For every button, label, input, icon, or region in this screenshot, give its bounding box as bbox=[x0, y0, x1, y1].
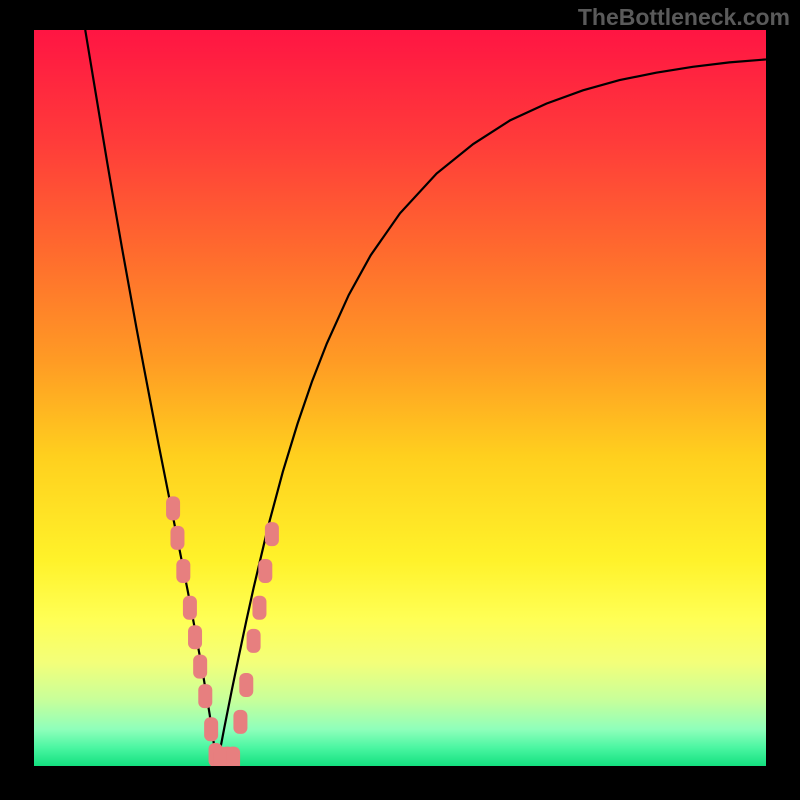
data-marker bbox=[183, 596, 197, 620]
data-marker bbox=[198, 684, 212, 708]
data-marker bbox=[233, 710, 247, 734]
watermark-text: TheBottleneck.com bbox=[578, 4, 790, 31]
data-marker bbox=[258, 559, 272, 583]
data-marker bbox=[188, 625, 202, 649]
bottleneck-chart bbox=[0, 0, 800, 800]
data-marker bbox=[176, 559, 190, 583]
data-marker bbox=[265, 522, 279, 546]
data-marker bbox=[204, 717, 218, 741]
data-marker bbox=[252, 596, 266, 620]
data-marker bbox=[247, 629, 261, 653]
gradient-background bbox=[34, 30, 766, 766]
data-marker bbox=[166, 496, 180, 520]
data-marker bbox=[170, 526, 184, 550]
data-marker bbox=[193, 655, 207, 679]
data-marker bbox=[239, 673, 253, 697]
chart-container: TheBottleneck.com bbox=[0, 0, 800, 800]
